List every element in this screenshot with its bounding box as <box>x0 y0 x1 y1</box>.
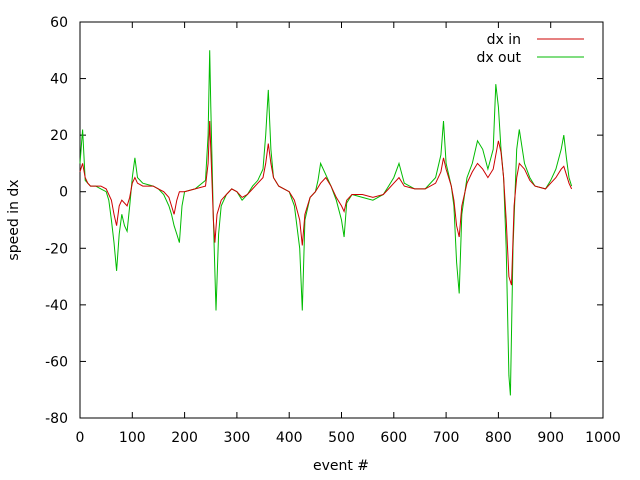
legend: dx in dx out <box>476 32 584 66</box>
series-lines <box>79 50 573 396</box>
x-tick-label: 400 <box>276 430 303 446</box>
legend-label-dx-in: dx in <box>487 32 521 48</box>
x-tick-label: 100 <box>119 430 146 446</box>
y-tick-label: -60 <box>45 354 68 370</box>
x-tick-label: 700 <box>433 430 460 446</box>
x-tick-label: 200 <box>171 430 198 446</box>
series-line-dx-out <box>79 50 573 396</box>
x-axis-label: event # <box>313 458 369 474</box>
y-tick-label: 40 <box>50 72 68 88</box>
y-tick-label: -40 <box>45 298 68 314</box>
x-tick-label: 0 <box>76 430 85 446</box>
y-tick-label: 20 <box>50 128 68 144</box>
y-tick-label: 0 <box>59 185 68 201</box>
y-tick-label: 60 <box>50 15 68 31</box>
x-tick-label: 300 <box>224 430 251 446</box>
legend-label-dx-out: dx out <box>476 50 521 66</box>
y-tick-label: -80 <box>45 411 68 427</box>
axis-ticks: 0 100 200 300 400 500 600 700 800 900 1000-80-60-4… <box>45 15 621 446</box>
x-tick-label: 500 <box>328 430 355 446</box>
x-tick-label: 600 <box>380 430 407 446</box>
series-line-dx-in <box>79 120 573 286</box>
x-tick-label: 1000 <box>585 430 621 446</box>
x-tick-label: 800 <box>485 430 512 446</box>
y-tick-label: -20 <box>45 241 68 257</box>
x-tick-label: 900 <box>537 430 564 446</box>
y-axis-label: speed in dx <box>6 179 22 260</box>
